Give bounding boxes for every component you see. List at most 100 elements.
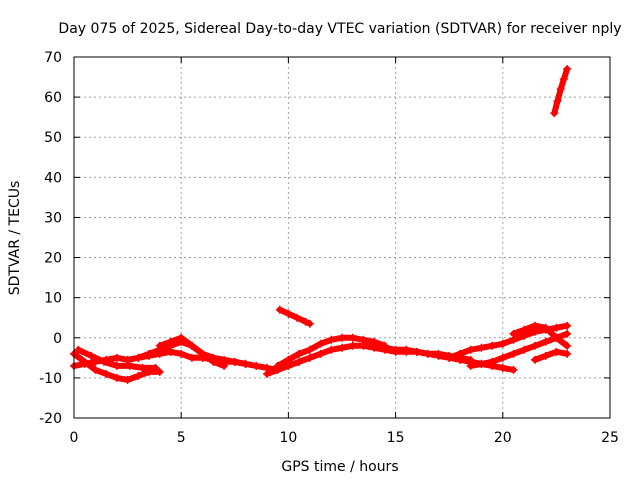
- data-point: [151, 363, 160, 372]
- series-track-14: [550, 65, 572, 118]
- series-track-5: [155, 333, 229, 370]
- data-point: [301, 317, 310, 326]
- data-point: [552, 347, 561, 356]
- data-point: [134, 371, 143, 380]
- y-tick-label: 70: [44, 50, 62, 66]
- data-point: [338, 333, 346, 342]
- data-point: [305, 319, 314, 328]
- data-point: [252, 361, 261, 370]
- data-point: [327, 345, 336, 354]
- data-point: [134, 353, 143, 362]
- data-point: [563, 321, 572, 330]
- series-trace: [467, 330, 571, 369]
- data-point: [423, 349, 432, 358]
- data-point: [292, 313, 301, 322]
- data-point: [100, 357, 109, 366]
- data-point: [553, 97, 562, 106]
- data-point: [138, 363, 147, 372]
- data-point: [187, 353, 196, 362]
- plot-frame: [73, 56, 611, 419]
- data-point: [348, 341, 357, 350]
- y-tick-label: 0: [53, 331, 62, 347]
- data-point: [177, 333, 186, 342]
- y-tick-label: -20: [39, 411, 62, 427]
- data-point: [466, 345, 475, 354]
- y-tick-label: 10: [44, 291, 62, 307]
- data-point: [316, 339, 325, 348]
- data-point: [112, 373, 121, 382]
- data-point: [284, 309, 293, 318]
- data-point: [295, 357, 304, 366]
- data-point: [359, 335, 368, 344]
- data-layer: [70, 65, 572, 384]
- data-point: [488, 357, 497, 366]
- x-tick-label: 15: [387, 430, 405, 446]
- series-track-3: [74, 345, 160, 372]
- data-point: [541, 351, 550, 360]
- x-tick-label: 0: [70, 430, 79, 446]
- data-point: [530, 355, 539, 364]
- data-point: [241, 359, 250, 368]
- data-point: [509, 365, 518, 374]
- data-point: [74, 345, 83, 354]
- data-point: [284, 355, 293, 364]
- data-point: [541, 323, 550, 332]
- data-point: [145, 349, 154, 358]
- data-point: [316, 349, 325, 358]
- data-point: [563, 341, 572, 350]
- data-point: [230, 357, 239, 366]
- data-point: [556, 85, 565, 94]
- data-point: [155, 341, 164, 350]
- data-point: [123, 375, 132, 384]
- data-point: [198, 349, 207, 358]
- data-point: [391, 345, 400, 354]
- grid: [74, 57, 610, 418]
- data-point: [477, 359, 486, 368]
- x-axis-label: GPS time / hours: [281, 459, 398, 475]
- data-point: [348, 333, 357, 342]
- data-point: [477, 343, 486, 352]
- y-tick-label: -10: [39, 371, 62, 387]
- data-point: [552, 323, 561, 332]
- data-point: [550, 109, 559, 118]
- x-tick-label: 5: [177, 430, 186, 446]
- data-point: [102, 369, 111, 378]
- series-track-7: [273, 333, 389, 370]
- data-point: [552, 333, 561, 342]
- data-point: [413, 347, 422, 356]
- x-tick-label: 20: [494, 430, 512, 446]
- data-point: [520, 345, 529, 354]
- data-point: [380, 343, 389, 352]
- data-point: [466, 361, 475, 370]
- data-point: [327, 335, 336, 344]
- data-point: [112, 361, 121, 370]
- chart-title: Day 075 of 2025, Sidereal Day-to-day VTE…: [58, 21, 621, 37]
- data-point: [295, 349, 304, 358]
- data-point: [520, 325, 529, 334]
- data-point: [177, 349, 186, 358]
- data-point: [509, 349, 518, 358]
- data-point: [123, 355, 132, 364]
- data-point: [402, 345, 411, 354]
- data-point: [455, 349, 464, 358]
- data-point: [275, 305, 284, 314]
- data-point: [91, 365, 100, 374]
- data-point: [563, 329, 572, 338]
- y-tick-label: 50: [44, 130, 62, 146]
- series-track-12: [530, 347, 572, 364]
- data-point: [434, 349, 443, 358]
- data-point: [488, 341, 497, 350]
- data-point: [498, 353, 507, 362]
- data-point: [338, 343, 346, 352]
- data-point: [187, 341, 196, 350]
- y-tick-label: 60: [44, 90, 62, 106]
- series-trace: [532, 348, 571, 363]
- data-point: [155, 367, 164, 376]
- y-tick-label: 40: [44, 170, 62, 186]
- series-track-13: [275, 305, 314, 328]
- data-point: [563, 65, 572, 74]
- y-tick-label: 30: [44, 210, 62, 226]
- data-point: [262, 369, 271, 378]
- data-point: [305, 345, 314, 354]
